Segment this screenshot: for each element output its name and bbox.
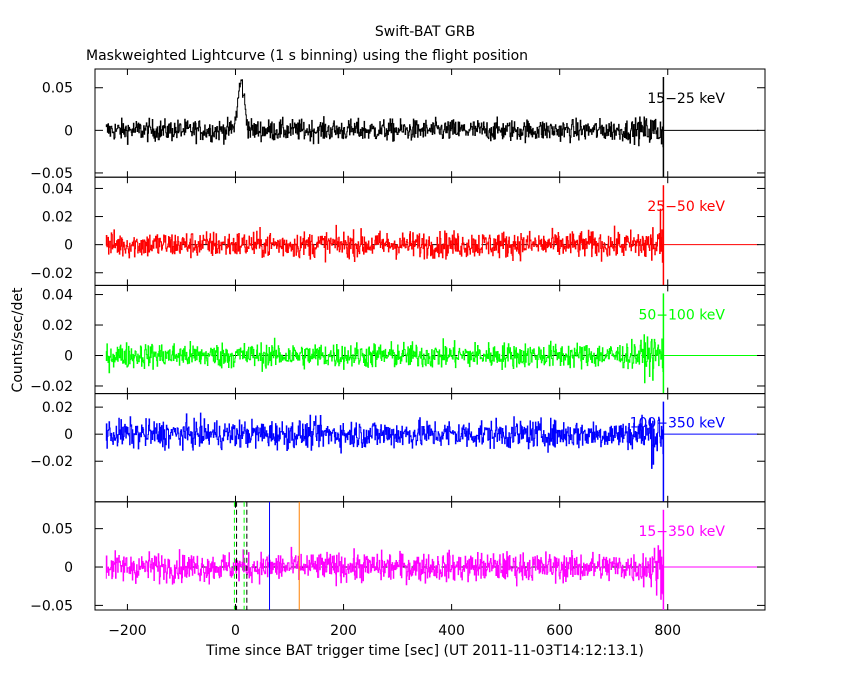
panel-5: 0.05 0 −0.05 15−350 keV [30, 501, 766, 614]
x-tick-label: −200 [108, 623, 146, 639]
x-tick-label: 0 [231, 623, 240, 639]
panel-frame [94, 393, 766, 503]
y-tick-label: 0.02 [42, 400, 73, 416]
band-label: 25−50 keV [647, 199, 725, 215]
panel-1: 0.05 0 −0.05 15−25 keV [30, 68, 766, 182]
band-label: 15−25 keV [647, 91, 725, 107]
x-tick-label: 800 [654, 623, 681, 639]
panel-3: 0.04 0.02 0 −0.02 50−100 keV [30, 284, 766, 395]
y-tick-label: 0.05 [42, 81, 73, 97]
lightcurve-series [105, 79, 664, 148]
y-tick-label: 0.05 [42, 522, 73, 538]
y-tick-label: −0.05 [30, 598, 73, 614]
panel-2: 0.04 0.02 0 −0.02 25−50 keV [30, 176, 766, 286]
panel-frame [94, 284, 766, 395]
lightcurve-series [105, 412, 664, 469]
panels-group: 0.05 0 −0.05 15−25 keV 0.04 0.02 0 −0.02 25−50 k… [30, 68, 766, 614]
y-tick-label: 0 [64, 349, 73, 365]
chart-title: Swift-BAT GRB [375, 24, 475, 40]
y-tick-label: −0.02 [30, 379, 73, 395]
panel-frame [94, 176, 766, 286]
chart-subtitle: Maskweighted Lightcurve (1 s binning) us… [86, 48, 528, 64]
panel-frame [94, 501, 766, 611]
band-label: 50−100 keV [638, 307, 725, 323]
y-tick-label: 0 [64, 238, 73, 254]
y-tick-label: −0.02 [30, 454, 73, 470]
x-axis: −200 0 200 400 600 800 [108, 623, 681, 639]
y-tick-label: −0.02 [30, 266, 73, 282]
band-label: 100−350 keV [630, 416, 726, 432]
x-tick-label: 400 [438, 623, 465, 639]
y-tick-label: 0 [64, 560, 73, 576]
y-tick-label: 0.02 [42, 210, 73, 226]
lightcurve-series [105, 334, 664, 384]
y-tick-label: 0.04 [42, 288, 73, 304]
panel-4: 0.02 0 −0.02 100−350 keV [30, 393, 766, 503]
y-tick-label: 0 [64, 123, 73, 139]
x-axis-label: Time since BAT trigger time [sec] (UT 20… [205, 643, 644, 659]
lightcurve-series [105, 545, 664, 600]
y-tick-label: −0.05 [30, 166, 73, 182]
y-axis-label: Counts/sec/det [10, 287, 26, 392]
y-tick-label: 0.02 [42, 318, 73, 334]
lightcurve-series [105, 208, 664, 263]
x-tick-label: 600 [546, 623, 573, 639]
band-label: 15−350 keV [638, 524, 725, 540]
x-tick-label: 200 [330, 623, 357, 639]
y-tick-label: 0.04 [42, 181, 73, 197]
y-tick-label: 0 [64, 427, 73, 443]
